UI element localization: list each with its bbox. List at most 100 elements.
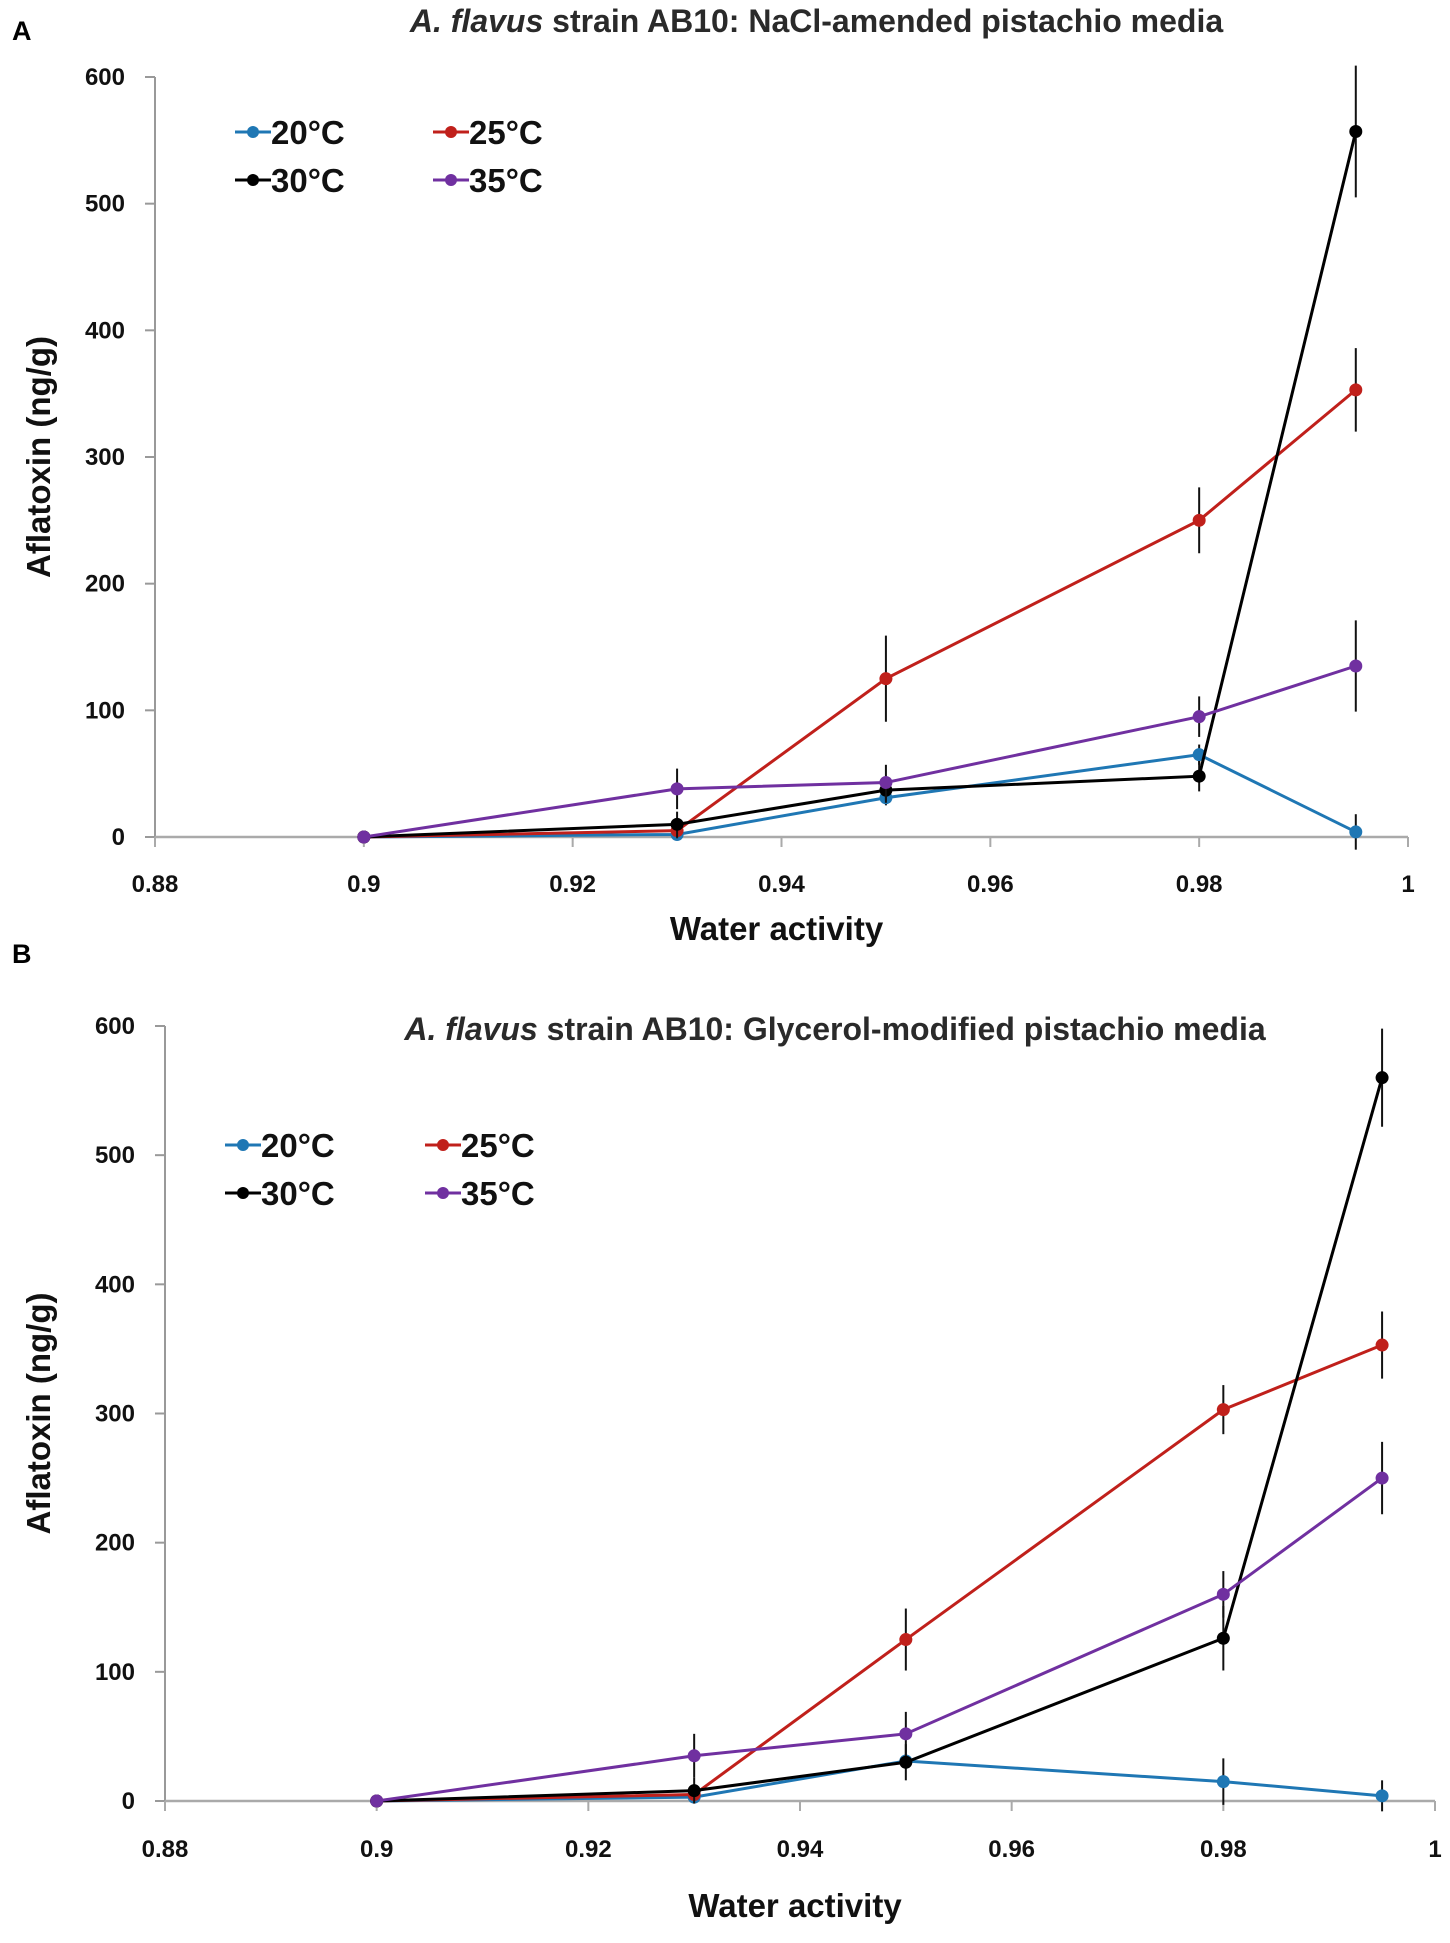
legend-label: 30°C xyxy=(261,1175,335,1212)
y-tick-label: 0 xyxy=(112,824,125,851)
series-line xyxy=(363,664,1357,839)
data-point xyxy=(1375,1338,1389,1352)
x-tick-label: 0.88 xyxy=(132,871,179,898)
series-line xyxy=(363,388,1357,839)
series-line xyxy=(376,1343,1383,1803)
panel-letter: A xyxy=(12,16,32,46)
legend-label: 20°C xyxy=(271,114,345,151)
y-tick-label: 600 xyxy=(85,64,125,91)
data-point xyxy=(687,1749,701,1763)
y-tick-label: 400 xyxy=(95,1271,135,1298)
y-tick-label: 0 xyxy=(122,1788,135,1815)
legend: 20°C 25°C 30°C 35°C xyxy=(235,114,543,199)
y-tick-label: 100 xyxy=(85,697,125,724)
series-line xyxy=(363,131,1358,839)
legend-item: 20°C xyxy=(235,114,345,151)
data-point xyxy=(899,1727,913,1741)
legend-swatch-marker xyxy=(437,1187,449,1199)
panel-letter: B xyxy=(12,939,32,969)
chart-title: A. flavus strain AB10: Glycerol-modified… xyxy=(403,1011,1265,1047)
chart-title: A. flavus strain AB10: NaCl-amended pist… xyxy=(409,3,1223,39)
legend-item: 20°C xyxy=(225,1127,335,1164)
y-axis-label: Aflatoxin (ng/g) xyxy=(20,1293,57,1535)
data-point xyxy=(370,1794,384,1808)
x-tick-label: 0.98 xyxy=(1176,871,1223,898)
x-tick-label: 1 xyxy=(1428,1836,1441,1863)
legend-item: 35°C xyxy=(433,162,543,199)
y-tick-label: 200 xyxy=(85,571,125,598)
legend-swatch-marker xyxy=(445,126,457,138)
series-25c xyxy=(357,348,1363,844)
data-point xyxy=(899,1755,913,1769)
data-point xyxy=(1192,513,1206,527)
data-point xyxy=(1349,659,1363,673)
data-point xyxy=(1349,124,1363,138)
x-axis-label: Water activity xyxy=(688,1887,902,1924)
data-point xyxy=(1375,1789,1389,1803)
data-point xyxy=(1216,1403,1230,1417)
legend-item: 30°C xyxy=(235,162,345,199)
y-tick-label: 400 xyxy=(85,317,125,344)
chart-title-italic: A. flavus xyxy=(409,3,543,39)
series-20c xyxy=(370,1754,1389,1812)
y-tick-label: 500 xyxy=(95,1142,135,1169)
x-tick-label: 1 xyxy=(1401,871,1414,898)
legend-swatch-marker xyxy=(437,1139,449,1151)
x-tick-label: 0.9 xyxy=(347,871,380,898)
data-point xyxy=(1375,1471,1389,1485)
y-tick-label: 600 xyxy=(95,1013,135,1040)
data-point xyxy=(1216,1587,1230,1601)
x-tick-label: 0.94 xyxy=(777,1836,824,1863)
x-tick-label: 0.96 xyxy=(988,1836,1035,1863)
data-point xyxy=(670,817,684,831)
legend-label: 30°C xyxy=(271,162,345,199)
legend-item: 25°C xyxy=(425,1127,535,1164)
chart-title-rest: strain AB10: Glycerol-modified pistachio… xyxy=(538,1011,1266,1047)
series-35c xyxy=(370,1441,1389,1808)
legend-swatch-marker xyxy=(247,174,259,186)
chart-panel-a: A A. flavus strain AB10: NaCl-amended pis… xyxy=(12,3,1415,947)
data-point xyxy=(1192,710,1206,724)
legend-item: 25°C xyxy=(433,114,543,151)
legend-swatch-marker xyxy=(237,1139,249,1151)
data-point xyxy=(899,1633,913,1647)
x-axis-label: Water activity xyxy=(670,910,884,947)
chart-title-italic: A. flavus xyxy=(403,1011,537,1047)
x-tick-label: 0.98 xyxy=(1200,1836,1247,1863)
x-tick-label: 0.94 xyxy=(758,871,805,898)
legend-label: 25°C xyxy=(461,1127,535,1164)
series-30c xyxy=(370,1028,1389,1808)
x-tick-label: 0.88 xyxy=(142,1836,189,1863)
data-point xyxy=(670,782,684,796)
y-tick-label: 300 xyxy=(85,444,125,471)
series-35c xyxy=(357,620,1363,844)
data-point xyxy=(687,1784,701,1798)
data-point xyxy=(879,672,893,686)
x-tick-label: 0.92 xyxy=(549,871,596,898)
x-tick-label: 0.92 xyxy=(565,1836,612,1863)
x-tick-label: 0.9 xyxy=(360,1836,393,1863)
legend-swatch-marker xyxy=(247,126,259,138)
data-point xyxy=(1349,825,1363,839)
legend-label: 35°C xyxy=(469,162,543,199)
legend-label: 35°C xyxy=(461,1175,535,1212)
legend-item: 30°C xyxy=(225,1175,335,1212)
data-point xyxy=(1216,1631,1230,1645)
series-line xyxy=(376,1476,1383,1803)
data-point xyxy=(1349,383,1363,397)
data-point xyxy=(1216,1775,1230,1789)
data-point xyxy=(1375,1071,1389,1085)
legend-label: 20°C xyxy=(261,1127,335,1164)
chart-panel-b: B A. flavus strain AB10: Glycerol-modifie… xyxy=(12,939,1442,1924)
x-tick-label: 0.96 xyxy=(967,871,1014,898)
series-25c xyxy=(370,1311,1389,1808)
legend: 20°C 25°C 30°C 35°C xyxy=(225,1127,535,1212)
data-point xyxy=(879,776,893,790)
y-tick-label: 500 xyxy=(85,191,125,218)
chart-title-rest: strain AB10: NaCl-amended pistachio medi… xyxy=(543,3,1223,39)
legend-label: 25°C xyxy=(469,114,543,151)
data-point xyxy=(1192,769,1206,783)
legend-swatch-marker xyxy=(445,174,457,186)
data-point xyxy=(357,830,371,844)
